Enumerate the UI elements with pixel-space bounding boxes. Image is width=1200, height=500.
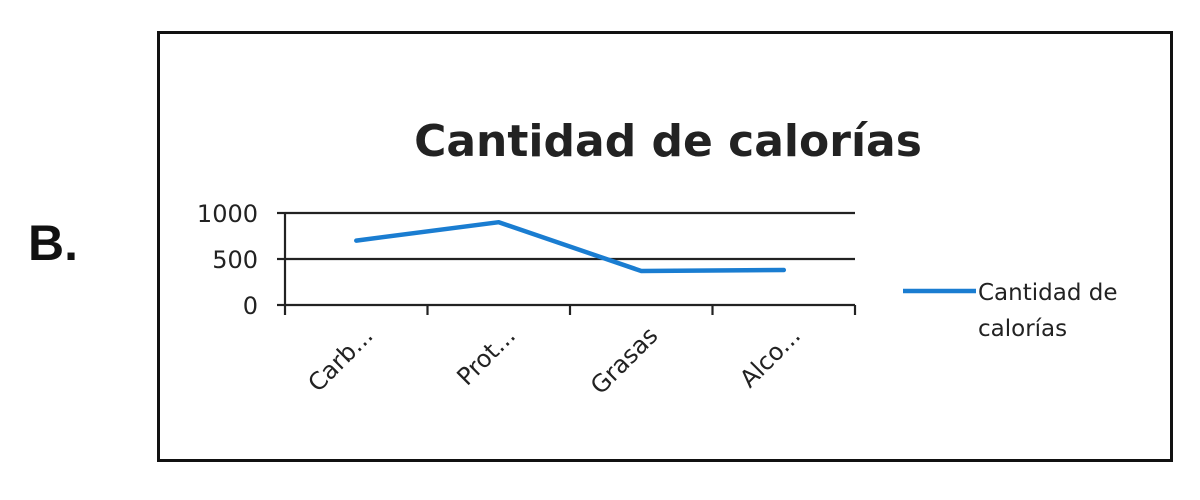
x-tick-label: Carb... — [303, 321, 379, 397]
legend-label: calorías — [978, 316, 1067, 342]
x-tick-label: Alco... — [734, 321, 806, 393]
series-line — [354, 219, 787, 274]
legend-label: Cantidad de — [978, 280, 1118, 306]
x-tick-labels: Carb... Prot... Grasas Alco... — [303, 321, 806, 399]
option-letter: B. — [28, 215, 78, 271]
series-lines — [354, 219, 787, 274]
y-tick-label: 1000 — [197, 200, 258, 228]
y-tick-labels: 0 500 1000 — [197, 200, 258, 320]
x-tick-label: Prot... — [451, 321, 521, 391]
y-tick-label: 500 — [212, 246, 258, 274]
y-tick-label: 0 — [243, 292, 258, 320]
chart-title: Cantidad de calorías — [414, 116, 922, 167]
legend: Cantidad de calorías — [903, 280, 1118, 342]
x-axis — [283, 213, 857, 315]
chart-frame — [157, 31, 1173, 462]
grid-lines — [277, 211, 855, 307]
x-tick-label: Grasas — [585, 321, 663, 399]
